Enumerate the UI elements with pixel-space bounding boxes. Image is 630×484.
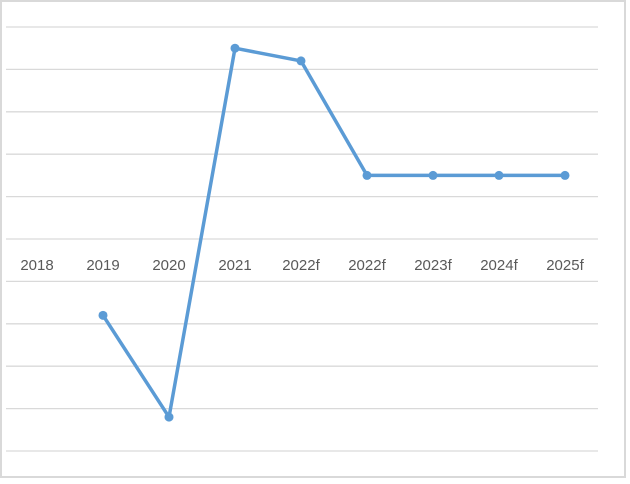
data-point xyxy=(362,170,372,180)
data-point xyxy=(98,310,108,320)
x-tick-label: 2020 xyxy=(152,257,185,274)
series-line xyxy=(101,46,565,419)
x-tick-label: 2019 xyxy=(86,257,119,274)
data-point xyxy=(494,170,504,180)
data-point xyxy=(164,412,174,422)
data-point xyxy=(560,170,570,180)
x-tick-label: 2024f xyxy=(480,257,518,274)
data-point xyxy=(230,43,240,53)
x-tick-label: 2023f xyxy=(414,257,452,274)
x-tick-label: 2025f xyxy=(546,257,584,274)
x-tick-label: 2022f xyxy=(348,257,386,274)
x-tick-label: 2021 xyxy=(218,257,251,274)
x-tick-label: 2022f xyxy=(282,257,320,274)
data-point xyxy=(296,56,306,66)
data-point xyxy=(428,170,438,180)
x-tick-label: 2018 xyxy=(20,257,53,274)
